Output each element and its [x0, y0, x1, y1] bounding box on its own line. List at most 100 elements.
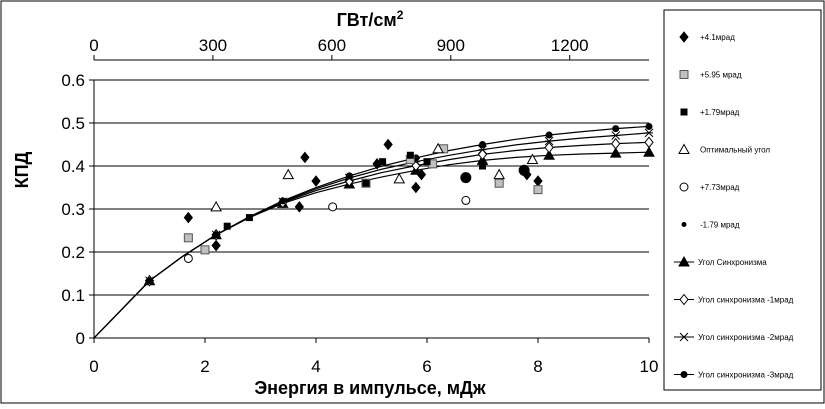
curve-point: [544, 136, 554, 146]
legend-marker: [680, 371, 688, 378]
legend-label: +7.73мрад: [700, 183, 740, 192]
y-tick-label: 0.6: [61, 71, 85, 90]
data-point: [416, 168, 427, 181]
x2-axis-title-sup: 2: [397, 8, 404, 22]
point-layer: [183, 138, 543, 263]
grid-layer: [94, 79, 649, 296]
y-tick-label: 0.3: [61, 200, 85, 219]
data-point: [328, 202, 338, 212]
data-point: [406, 151, 414, 159]
legend-marker: [679, 332, 689, 342]
legend-label: Угол синхронизма -2мрад: [698, 333, 794, 342]
data-point: [223, 222, 231, 230]
curve-point: [345, 172, 353, 180]
legend-marker: [678, 143, 690, 154]
data-point: [533, 185, 543, 195]
y-tick-label: 0.1: [61, 286, 85, 305]
x-axis-title: Энергия в импульсе, мДж: [254, 378, 486, 398]
legend-layer: +4.1мрад +5.95 мрад +1.79мрад Оптимальный у…: [674, 31, 794, 380]
curve-point: [543, 149, 555, 160]
legend-label: +4.1мрад: [700, 33, 735, 42]
curve-point: [479, 141, 486, 148]
legend-marker: [680, 108, 688, 116]
y-tick-label: 0.2: [61, 243, 85, 262]
data-point: [379, 158, 387, 166]
curve-point: [146, 277, 153, 285]
curve-point: [212, 231, 220, 239]
legend-label: +5.95 мрад: [700, 71, 742, 80]
legend-marker: [679, 293, 689, 306]
y-tick-label: 0: [76, 329, 85, 348]
data-point: [294, 201, 304, 213]
legend-label: Угол синхронизма -1мрад: [698, 296, 794, 305]
legend-label: -1.79 мрад: [700, 221, 740, 230]
x2-tick-label: 300: [199, 36, 227, 55]
curve-point: [645, 122, 653, 130]
x2-tick-label: 0: [89, 36, 98, 55]
data-point: [432, 142, 444, 154]
curve-point: [478, 145, 487, 155]
curve-point: [643, 146, 655, 157]
axis-layer: 00.10.20.30.40.50.60 2 4 6 8 100 300 600 900 1200: [61, 36, 658, 376]
legend-label: +1.79мрад: [700, 108, 740, 117]
data-point: [479, 162, 486, 170]
x-tick-label: 4: [311, 357, 320, 376]
x2-tick-label: 600: [318, 36, 346, 55]
x-tick-label: 6: [422, 357, 431, 376]
data-point: [526, 153, 539, 165]
curve-point: [545, 131, 553, 139]
legend-marker: [681, 222, 687, 227]
x-tick-label: 2: [200, 357, 209, 376]
data-point: [460, 172, 472, 184]
x-tick-label: 8: [533, 357, 542, 376]
curve-point: [612, 125, 620, 133]
data-point: [311, 175, 321, 187]
data-point: [393, 172, 406, 184]
data-point: [210, 200, 222, 212]
x2-tick-label: 900: [437, 36, 465, 55]
data-point: [518, 164, 530, 176]
data-point: [494, 178, 504, 188]
x2-axis-title-base: ГВт/см: [337, 10, 397, 30]
legend-label: Оптимальный угол: [700, 146, 770, 155]
y-tick-label: 0.4: [61, 157, 85, 176]
legend-marker: [679, 70, 689, 79]
y-tick-label: 0.5: [61, 114, 85, 133]
data-point: [211, 239, 221, 252]
curve-point: [609, 147, 622, 158]
curve-line: [93, 125, 650, 339]
curve-point: [544, 141, 554, 154]
data-point: [383, 138, 393, 151]
data-point: [245, 214, 253, 222]
curve-layer: [93, 122, 655, 339]
legend-box: [663, 9, 822, 391]
curve-point: [279, 197, 287, 205]
data-point: [423, 158, 431, 166]
legend-marker: [679, 182, 689, 192]
data-point: [362, 179, 370, 187]
data-point: [300, 151, 310, 164]
x-tick-label: 0: [89, 357, 98, 376]
curve-point: [644, 136, 654, 149]
legend-label: Угол Синхронизма: [698, 258, 767, 267]
data-point: [183, 253, 193, 263]
curve-point: [611, 137, 621, 150]
x2-tick-label: 1200: [551, 36, 589, 55]
data-point: [411, 181, 421, 194]
data-point: [493, 168, 505, 180]
legend-marker: [679, 31, 689, 43]
data-point: [282, 168, 295, 180]
data-point: [183, 233, 193, 243]
legend-marker: [678, 255, 690, 267]
data-point: [183, 211, 193, 224]
data-point: [200, 245, 210, 255]
data-point: [461, 195, 471, 205]
y-axis-title: КПД: [12, 151, 32, 188]
curve-point: [644, 128, 654, 138]
x2-axis-title: ГВт/см2: [337, 8, 404, 30]
x-tick-label: 10: [640, 357, 659, 376]
legend-label: Угол синхронизма -3мрад: [698, 371, 794, 380]
curve-point: [611, 131, 621, 140]
